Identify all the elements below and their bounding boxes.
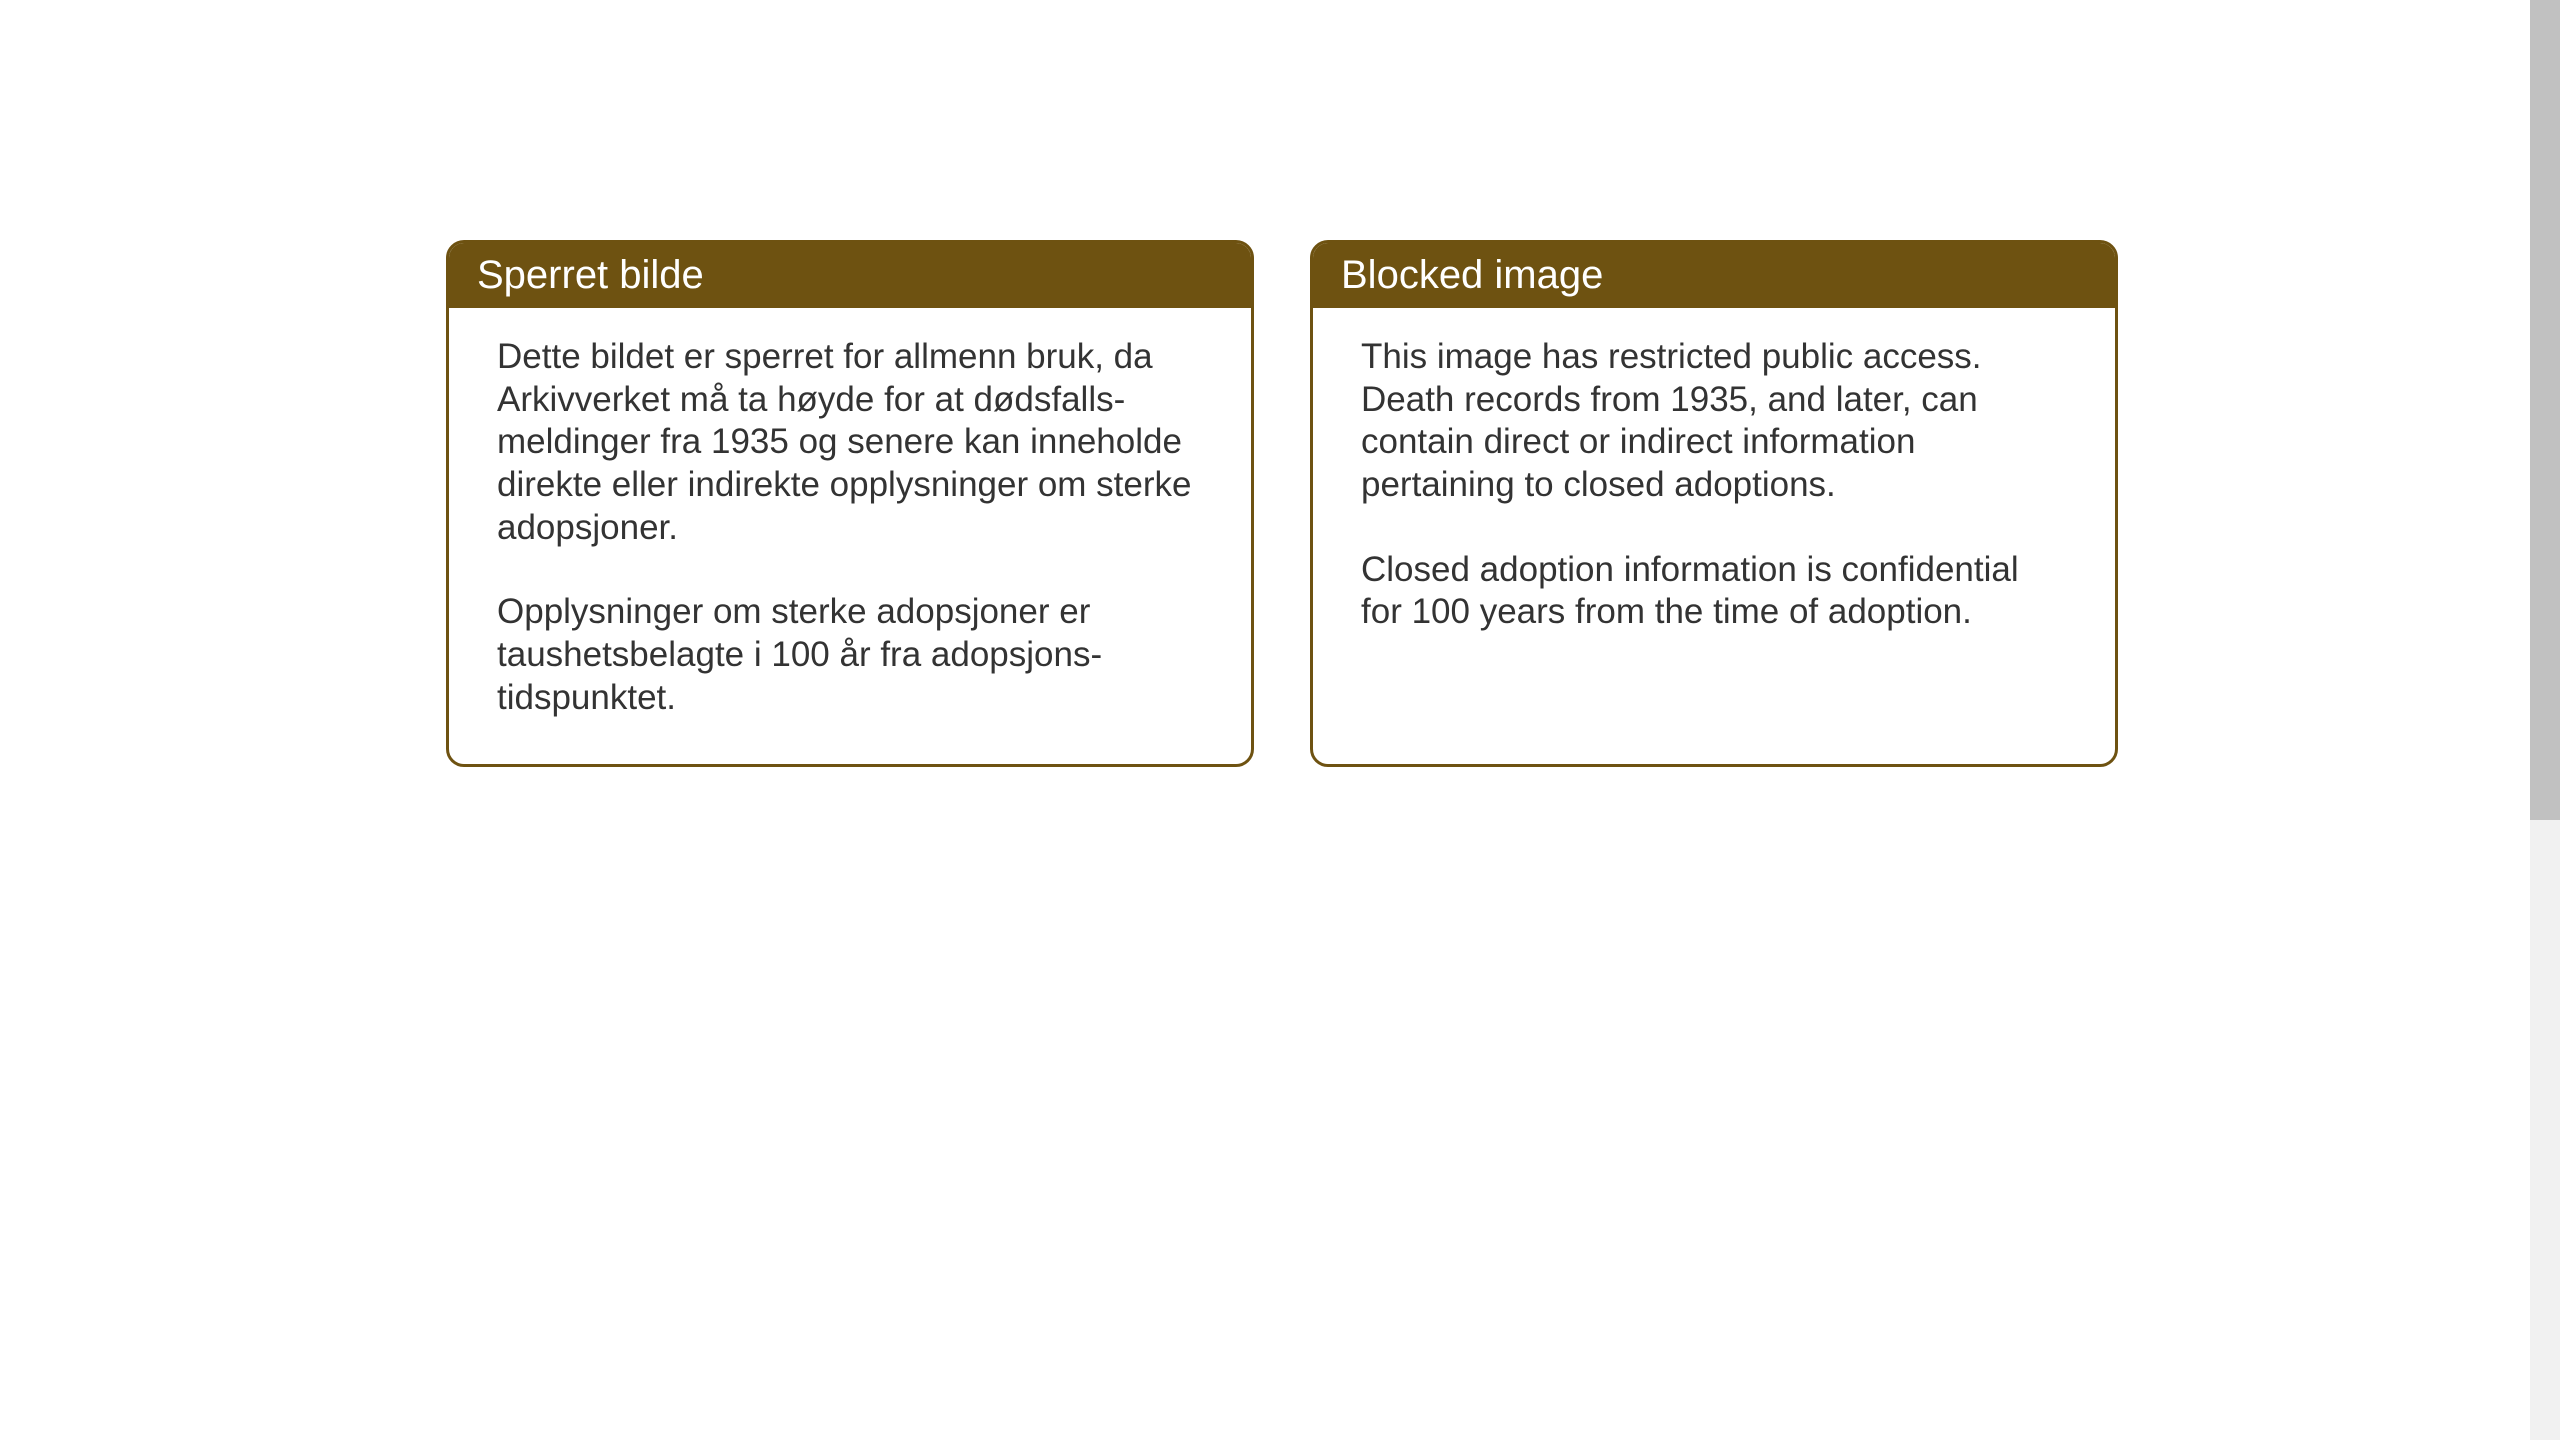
notice-box-norwegian: Sperret bilde Dette bildet er sperret fo… xyxy=(446,240,1254,767)
notice-box-english: Blocked image This image has restricted … xyxy=(1310,240,2118,767)
notice-container: Sperret bilde Dette bildet er sperret fo… xyxy=(446,240,2118,767)
scrollbar-track[interactable] xyxy=(2530,0,2560,1440)
notice-body-norwegian: Dette bildet er sperret for allmenn bruk… xyxy=(449,308,1251,764)
notice-header-norwegian: Sperret bilde xyxy=(449,243,1251,308)
scrollbar-thumb[interactable] xyxy=(2530,0,2560,820)
notice-title-norwegian: Sperret bilde xyxy=(477,253,704,297)
notice-paragraph-1-english: This image has restricted public access.… xyxy=(1361,336,2067,507)
notice-body-english: This image has restricted public access.… xyxy=(1313,308,2115,678)
notice-paragraph-2-english: Closed adoption information is confident… xyxy=(1361,549,2067,634)
notice-paragraph-2-norwegian: Opplysninger om sterke adopsjoner er tau… xyxy=(497,591,1203,719)
notice-title-english: Blocked image xyxy=(1341,253,1603,297)
notice-header-english: Blocked image xyxy=(1313,243,2115,308)
notice-paragraph-1-norwegian: Dette bildet er sperret for allmenn bruk… xyxy=(497,336,1203,549)
